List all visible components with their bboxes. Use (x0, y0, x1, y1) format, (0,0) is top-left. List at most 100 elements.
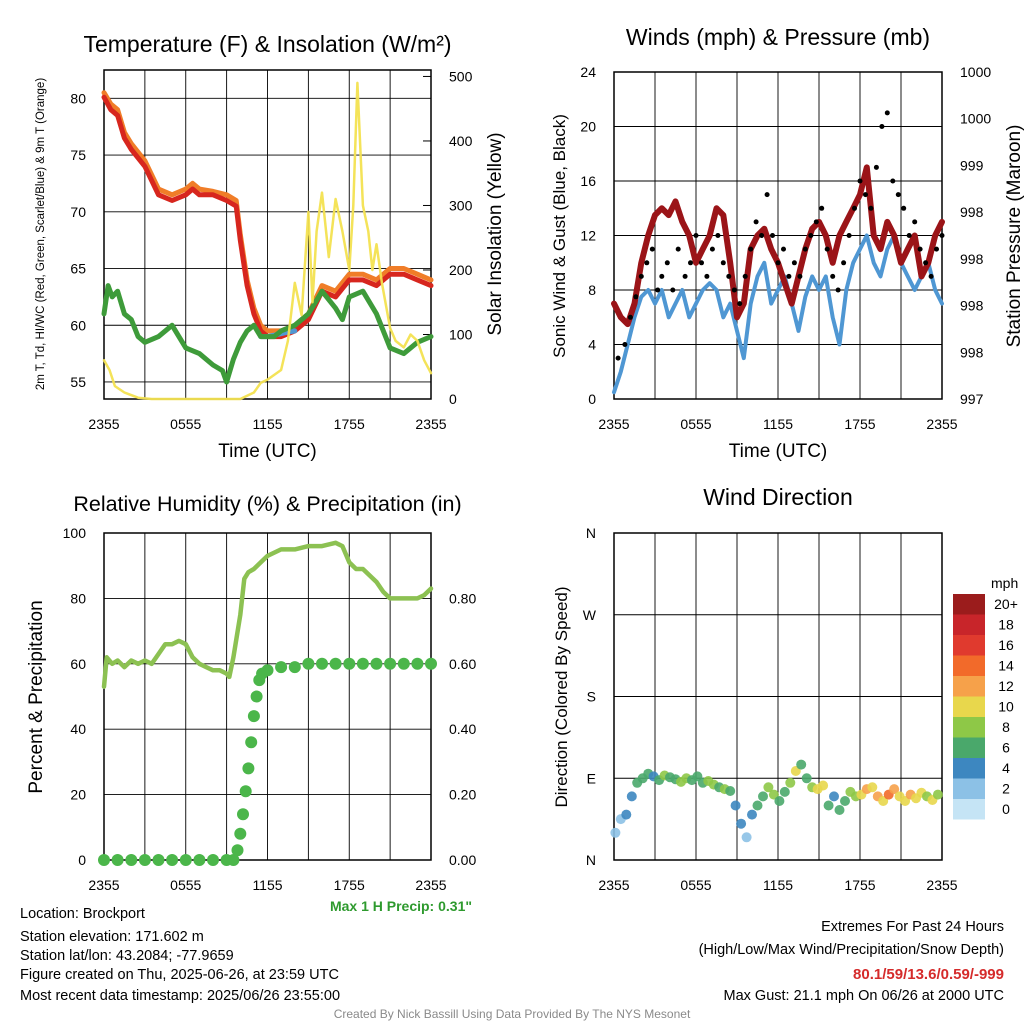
direction-point (829, 791, 839, 802)
y-tick-label: N (586, 852, 596, 868)
legend-swatch (953, 635, 985, 656)
direction-point (621, 809, 632, 820)
y2-tick-label: 0 (449, 391, 457, 407)
gust-point (622, 342, 628, 347)
x-tick-label: 2355 (88, 416, 119, 432)
gust-point (890, 178, 896, 184)
x-tick-label: 0555 (680, 877, 711, 893)
elevation-text: Station elevation: 171.602 m (20, 929, 204, 945)
direction-point (752, 800, 763, 811)
x-tick-label: 2355 (926, 877, 957, 893)
direction-point (801, 773, 812, 784)
direction-point (779, 786, 790, 797)
precip-point (125, 854, 138, 866)
precip-point (193, 854, 206, 866)
chart-title: Wind Direction (703, 484, 853, 510)
gust-point (901, 205, 907, 211)
gust-point (655, 287, 661, 293)
precip-point (343, 657, 356, 670)
direction-point (834, 805, 845, 815)
gust-point (759, 233, 765, 238)
gust-point (906, 233, 912, 238)
y-axis-label: Sonic Wind & Gust (Blue, Black) (550, 114, 569, 358)
legend-label: 14 (998, 658, 1014, 674)
gust-point (786, 273, 792, 279)
gust-point (895, 192, 901, 198)
x-tick-label: 2355 (415, 416, 446, 432)
precip-point (166, 854, 179, 866)
max-precip-annotation: Max 1 H Precip: 0.31" (330, 898, 472, 914)
gust-point (753, 219, 759, 225)
legend-label: 0 (1002, 801, 1010, 817)
latlon-text: Station lat/lon: 43.2084; -77.9659 (20, 948, 234, 964)
y-axis-label: 2m T, Td, HI/WC (Red, Green, Scarlet/Blu… (35, 78, 47, 390)
gust-point (873, 164, 879, 170)
legend-label: 4 (1002, 760, 1010, 776)
direction-point (840, 796, 850, 806)
y-tick-label: 0 (588, 391, 596, 407)
y2-tick-label: 1000 (960, 64, 991, 80)
legend-label: 8 (1002, 719, 1010, 735)
precip-point (302, 657, 315, 670)
gust-point (726, 273, 732, 279)
gust-point (709, 246, 715, 252)
extremes-title: Extremes For Past 24 Hours (821, 919, 1004, 935)
gust-point (852, 205, 857, 211)
humidity-chart: 2355 0555 1155 1755 23550204060801000.000.20… (26, 492, 476, 914)
y-tick-label: 24 (580, 64, 596, 80)
y2-axis-label: Solar Insolation (Yellow) (485, 132, 506, 335)
green-series-line (101, 283, 434, 385)
x-axis-label: Time (UTC) (729, 441, 828, 462)
yellow-series-line (102, 81, 433, 401)
precip-point (397, 657, 410, 670)
y-tick-label: 75 (70, 147, 86, 163)
gust-point (688, 260, 693, 266)
y2-tick-label: 0.40 (449, 721, 476, 737)
legend-label: 2 (1002, 781, 1010, 797)
direction-point (774, 796, 785, 806)
legend-swatch (953, 758, 985, 779)
precip-point (242, 762, 255, 775)
y2-tick-label: 500 (449, 68, 473, 84)
precip-point (227, 854, 240, 866)
x-tick-label: 2355 (926, 416, 957, 432)
gust-point (835, 287, 841, 293)
legend-swatch (953, 655, 985, 676)
gust-point (841, 260, 847, 266)
winds-chart: 2355 0555 1155 1755 235504812162024997998998… (550, 24, 1024, 462)
y-tick-label: 8 (588, 282, 596, 298)
precip-point (239, 785, 252, 798)
gust-point (923, 260, 929, 266)
gust-point (644, 260, 650, 266)
gust-point (699, 260, 704, 266)
y-tick-label: 70 (70, 204, 86, 220)
gust-point (764, 192, 770, 198)
temperature-chart: 2355 0555 1155 1755 2355 55 60 65 70 75 80 0 100 200 3… (35, 31, 506, 462)
precip-point (234, 827, 247, 840)
y-tick-label: 40 (70, 721, 86, 737)
direction-point (785, 777, 796, 788)
wind-speed-line (612, 233, 944, 395)
direction-point (823, 800, 834, 811)
direction-point (889, 784, 900, 795)
legend-swatch (953, 696, 985, 717)
precip-point (275, 661, 288, 674)
gust-point (715, 233, 721, 238)
red-series-line (101, 94, 434, 340)
precip-point (261, 664, 274, 677)
gust-point (819, 205, 825, 211)
gust-point (857, 178, 863, 184)
gust-point (638, 273, 644, 279)
max-gust-text: Max Gust: 21.1 mph On 06/26 at 2000 UTC (723, 988, 1004, 1004)
precip-point (425, 657, 437, 670)
gust-point (737, 301, 743, 307)
direction-point (867, 782, 878, 793)
precip-point (247, 710, 260, 723)
gust-point (868, 205, 874, 211)
x-tick-label: 0555 (170, 416, 201, 432)
y-tick-label: 20 (580, 119, 596, 135)
gust-point (939, 233, 945, 238)
y2-tick-label: 0.00 (449, 852, 476, 868)
direction-point (626, 791, 637, 802)
